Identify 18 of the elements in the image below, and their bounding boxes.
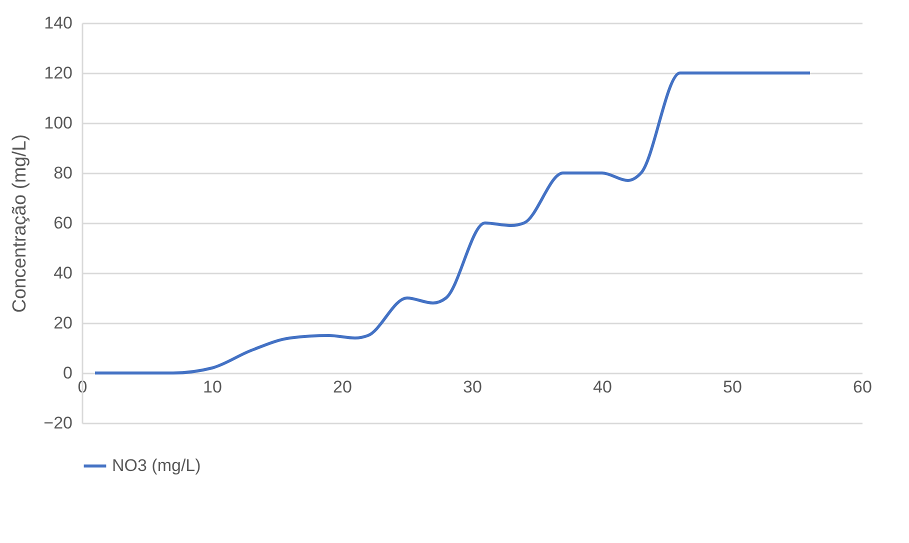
y-tick-label: 20 [54, 314, 72, 332]
y-axis-title: Concentração (mg/L) [10, 134, 31, 313]
legend-label: NO3 (mg/L) [112, 456, 201, 475]
y-tick-label: 140 [44, 14, 72, 32]
x-tick-label: 40 [593, 378, 612, 396]
y-tick-label: 60 [54, 214, 72, 232]
x-tick-label: 60 [853, 378, 872, 396]
y-tick-label: 100 [44, 114, 72, 132]
line-series [94, 72, 812, 374]
y-tick-label: 80 [54, 164, 72, 182]
x-tick-label: 30 [463, 378, 482, 396]
x-tick-label: 10 [203, 378, 222, 396]
x-tick-label: 50 [723, 378, 742, 396]
y-tick-label: 40 [54, 264, 72, 282]
y-tick-label: 120 [44, 64, 72, 82]
y-tick-label: −20 [44, 414, 72, 432]
x-tick-label: 20 [333, 378, 352, 396]
y-tick-label: 0 [63, 364, 72, 382]
